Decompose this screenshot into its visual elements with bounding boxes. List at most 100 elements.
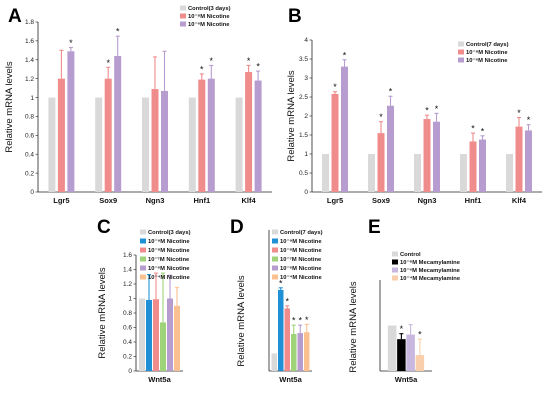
legend-entry-e: 10⁻⁶M Mecamylamine bbox=[400, 268, 461, 274]
significance-star-d: * bbox=[305, 315, 309, 325]
category-label-b: Hnf1 bbox=[465, 196, 482, 205]
bar-d-1-0 bbox=[278, 289, 284, 371]
category-label-b: Ngn3 bbox=[418, 196, 437, 205]
legend-entry-c: 10⁻⁶M Nicotine bbox=[148, 266, 190, 272]
bar-b-2-2 bbox=[433, 121, 440, 192]
panel-c: 0 0.2 0.4 0.6 0.8 1 1.2 1.4 1.6 Relative mRNA lev… bbox=[97, 229, 191, 384]
panel-label-a: A bbox=[8, 6, 22, 27]
legend-entry-b: 10⁻⁸M Nicotine bbox=[466, 50, 508, 56]
legend-entry-a: 10⁻⁸M Nicotine bbox=[188, 14, 230, 20]
significance-star-b: * bbox=[379, 112, 383, 122]
y-tick-label-c: 0.8 bbox=[123, 310, 132, 317]
bar-a-2-1 bbox=[114, 56, 122, 192]
bar-a-2-2 bbox=[161, 90, 168, 192]
bar-b-0-1 bbox=[368, 154, 375, 192]
y-tick-label-c: 1.4 bbox=[123, 267, 132, 274]
y-tick-label-b: 2.5 bbox=[299, 94, 308, 101]
panel-b: 0 0.5 1 1.5 2 2.5 3 3.5 4 Relative mRNA levels * * L… bbox=[286, 37, 542, 205]
significance-star-b: * bbox=[527, 115, 531, 125]
y-tick-label-c: 0 bbox=[128, 368, 132, 375]
legend-swatch-c bbox=[140, 274, 146, 280]
significance-star-b: * bbox=[389, 87, 393, 97]
panel-label-b: B bbox=[288, 6, 302, 27]
y-tick-label-a: 1.4 bbox=[25, 57, 34, 64]
bar-a-2-4 bbox=[254, 80, 262, 192]
y-tick-label-b: 1.5 bbox=[299, 132, 308, 139]
panel-d: Relative mRNA levels *** * *Wnt5aControl(7 … bbox=[236, 229, 323, 384]
y-tick-label-a: 0.8 bbox=[25, 114, 34, 121]
bar-e-0-0 bbox=[387, 325, 397, 371]
bar-d-3-0 bbox=[291, 333, 297, 371]
y-axis-label-d: Relative mRNA levels bbox=[236, 275, 247, 367]
y-tick-label-b: 3.5 bbox=[299, 56, 308, 63]
significance-star-d: * bbox=[292, 316, 296, 326]
legend-swatch-c bbox=[140, 229, 146, 235]
y-tick-label-c: 0.2 bbox=[123, 354, 132, 361]
legend-swatch-c bbox=[140, 256, 146, 262]
legend-swatch-a bbox=[180, 5, 186, 11]
legend-swatch-b bbox=[458, 49, 464, 55]
significance-star-a: * bbox=[69, 38, 73, 48]
y-axis-label-e: Relative mRNA levels bbox=[348, 281, 359, 373]
bar-a-1-2 bbox=[151, 89, 159, 192]
significance-star-a: * bbox=[200, 64, 204, 74]
category-label-a: Klf4 bbox=[242, 196, 257, 205]
y-axis-label-c: Relative mRNA levels bbox=[97, 267, 108, 359]
bar-b-1-3 bbox=[469, 141, 477, 192]
y-tick-label-b: 1 bbox=[304, 151, 308, 158]
bar-b-0-4 bbox=[506, 154, 513, 192]
bar-a-1-3 bbox=[198, 79, 206, 192]
legend-swatch-c bbox=[140, 238, 146, 244]
y-tick-label-c: 1 bbox=[128, 296, 132, 303]
bar-b-1-0 bbox=[331, 93, 339, 192]
y-tick-label-b: 0.5 bbox=[299, 170, 308, 177]
significance-star-b: * bbox=[343, 50, 347, 60]
legend-entry-c: 10⁻⁷M Nicotine bbox=[148, 257, 190, 263]
bar-e-3-0 bbox=[415, 355, 425, 371]
significance-star-a: * bbox=[116, 27, 120, 37]
y-tick-label-b: 4 bbox=[304, 37, 308, 44]
y-tick-label-c: 1.6 bbox=[123, 252, 132, 259]
legend-entry-c: Control(3 days) bbox=[148, 230, 191, 236]
significance-star-b: * bbox=[425, 106, 429, 116]
y-tick-label-b: 0 bbox=[304, 189, 308, 196]
y-tick-label-a: 1.8 bbox=[25, 19, 34, 26]
legend-entry-c: 10⁻⁹M Nicotine bbox=[148, 239, 190, 245]
bar-a-0-1 bbox=[95, 97, 103, 192]
category-label-d: Wnt5a bbox=[279, 375, 302, 384]
y-tick-label-b: 2 bbox=[304, 113, 308, 120]
significance-star-d: * bbox=[298, 316, 302, 326]
legend-entry-e: 10⁻⁸M Mecamylamine bbox=[400, 260, 461, 266]
legend-entry-d: Control(7 days) bbox=[280, 230, 323, 236]
y-axis-label-b: Relative mRNA levels bbox=[286, 70, 297, 162]
significance-star-e: * bbox=[418, 330, 422, 340]
bar-a-0-2 bbox=[142, 97, 149, 192]
legend-entry-a: Control(3 days) bbox=[188, 6, 231, 12]
panel-a: 0 0.2 0.4 0.6 0.8 1 1.2 1.4 1.6 1.8 Relative mRNA … bbox=[4, 5, 272, 205]
bar-b-0-2 bbox=[414, 154, 421, 192]
category-label-e: Wnt5a bbox=[395, 375, 418, 384]
legend-swatch-d bbox=[272, 256, 278, 262]
significance-star-b: * bbox=[333, 82, 337, 92]
significance-star-a: * bbox=[247, 56, 251, 66]
significance-star-d: * bbox=[285, 296, 289, 306]
bar-a-0-4 bbox=[235, 97, 243, 192]
legend-swatch-e bbox=[392, 275, 398, 281]
category-label-a: Hnf1 bbox=[193, 196, 210, 205]
bar-a-1-4 bbox=[245, 72, 253, 192]
significance-star-a: * bbox=[256, 62, 260, 72]
legend-entry-b: Control(7 days) bbox=[466, 42, 509, 48]
bar-b-1-2 bbox=[423, 119, 431, 192]
bar-b-0-3 bbox=[460, 154, 467, 192]
bar-d-5-0 bbox=[304, 332, 310, 371]
y-tick-label-c: 0.6 bbox=[123, 325, 132, 332]
bar-a-1-1 bbox=[104, 78, 112, 192]
category-label-a: Sox9 bbox=[99, 196, 117, 205]
bar-e-1-0 bbox=[397, 339, 406, 371]
y-tick-label-a: 0 bbox=[30, 189, 34, 196]
bar-d-2-0 bbox=[284, 308, 290, 371]
legend-swatch-a bbox=[180, 13, 186, 19]
legend-swatch-d bbox=[272, 274, 278, 280]
legend-entry-d: 10⁻⁹M Nicotine bbox=[280, 239, 322, 245]
bar-c-1-0 bbox=[146, 299, 152, 371]
